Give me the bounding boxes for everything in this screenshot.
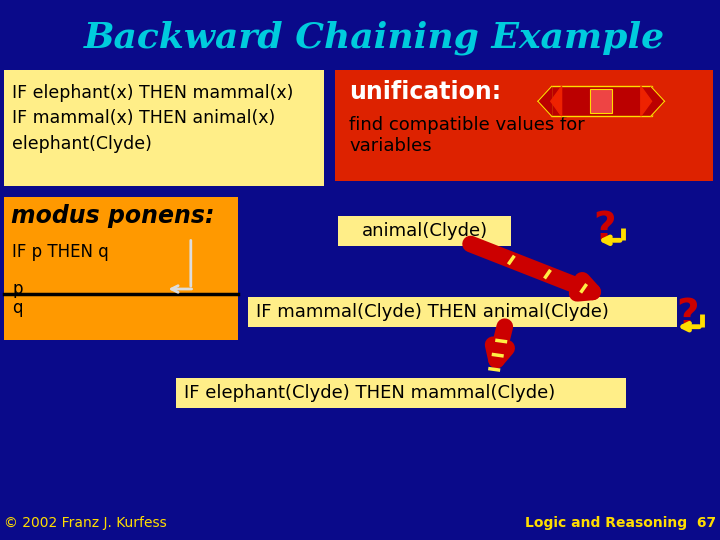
Text: ?: ?: [676, 297, 699, 335]
Text: ?: ?: [593, 211, 616, 248]
FancyBboxPatch shape: [4, 70, 324, 186]
Text: modus ponens:: modus ponens:: [11, 204, 215, 227]
Text: IF p THEN q: IF p THEN q: [12, 243, 109, 261]
Text: animal(Clyde): animal(Clyde): [361, 222, 488, 240]
Polygon shape: [641, 86, 652, 116]
Text: p: p: [12, 280, 23, 298]
FancyBboxPatch shape: [4, 197, 238, 340]
Text: IF mammal(x) THEN animal(x): IF mammal(x) THEN animal(x): [12, 109, 276, 127]
FancyBboxPatch shape: [338, 216, 511, 246]
Text: find compatible values for
variables: find compatible values for variables: [349, 116, 585, 155]
Text: IF mammal(Clyde) THEN animal(Clyde): IF mammal(Clyde) THEN animal(Clyde): [256, 303, 608, 321]
Text: © 2002 Franz J. Kurfess: © 2002 Franz J. Kurfess: [4, 516, 166, 530]
Text: IF elephant(x) THEN mammal(x): IF elephant(x) THEN mammal(x): [12, 84, 294, 102]
Polygon shape: [538, 86, 552, 116]
FancyBboxPatch shape: [551, 86, 652, 116]
Text: Backward Chaining Example: Backward Chaining Example: [84, 21, 665, 55]
Text: Logic and Reasoning  67: Logic and Reasoning 67: [526, 516, 716, 530]
Text: q: q: [12, 299, 23, 317]
Text: IF elephant(Clyde) THEN mammal(Clyde): IF elephant(Clyde) THEN mammal(Clyde): [184, 384, 555, 402]
Text: unification:: unification:: [349, 80, 501, 104]
Polygon shape: [551, 86, 562, 116]
FancyBboxPatch shape: [590, 89, 612, 113]
Text: elephant(Clyde): elephant(Clyde): [12, 134, 152, 153]
FancyBboxPatch shape: [335, 70, 713, 181]
FancyBboxPatch shape: [248, 297, 677, 327]
Polygon shape: [651, 86, 665, 116]
FancyBboxPatch shape: [176, 378, 626, 408]
